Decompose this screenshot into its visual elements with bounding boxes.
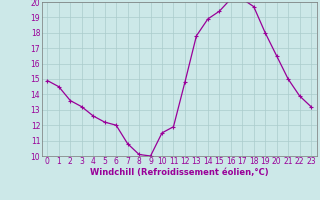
X-axis label: Windchill (Refroidissement éolien,°C): Windchill (Refroidissement éolien,°C) [90, 168, 268, 177]
